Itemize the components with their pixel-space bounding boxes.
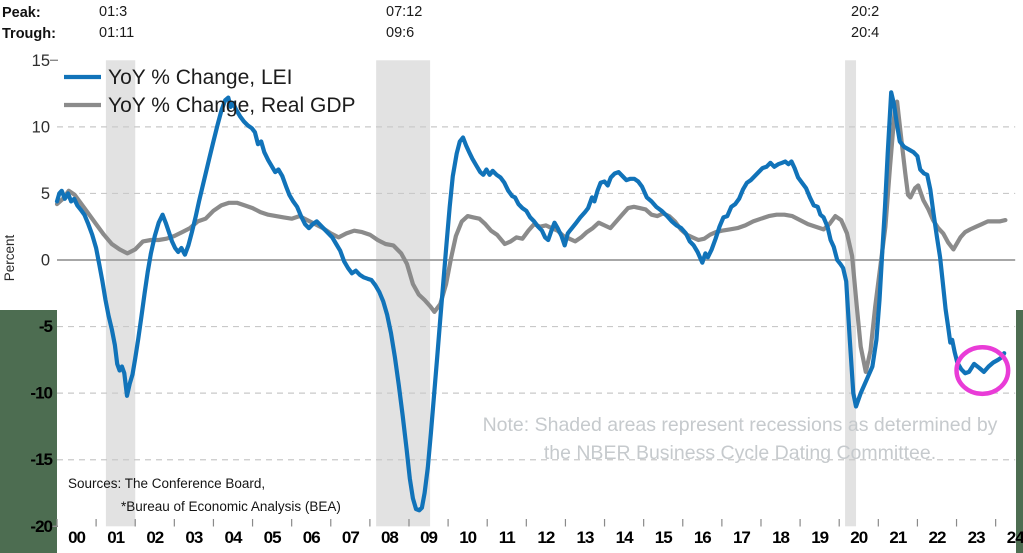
recession2-trough-date: 09:6 [386,25,414,41]
recession-band [105,60,136,527]
x-tick-label-06: 06 [303,528,320,547]
x-tick-label-08: 08 [381,528,398,547]
trough-label: Trough: [2,26,56,42]
x-tick-label-16: 16 [694,528,711,547]
y-tick-label-15: 15 [32,52,50,70]
y-tick-label-10: 10 [32,118,50,136]
recession-band [376,60,431,527]
y-tick-label--10: -10 [30,384,52,403]
recession3-peak-date: 20:2 [851,4,879,20]
note-text-line1: Note: Shaded areas represent recessions … [483,414,998,436]
x-tick-label-15: 15 [655,528,672,547]
x-tick-label-20: 20 [850,528,867,547]
x-tick-label-04: 04 [225,528,243,547]
highlight-ellipse [954,344,1011,397]
lei-series-line [54,90,1007,513]
y-axis-title: Percent [2,234,17,281]
y-tick-label-5: 5 [41,185,50,203]
recession-bands [105,60,857,527]
green-backdrop-right [1016,310,1023,553]
y-tick-label--5: -5 [39,317,53,336]
recession2-peak-date: 07:12 [386,4,422,20]
x-tick-label-02: 02 [146,528,163,547]
legend-lei-label: YoY % Change, LEI [108,66,292,89]
axis-ticks [50,59,997,527]
x-tick-label-12: 12 [537,528,554,547]
recession3-trough-date: 20:4 [851,25,879,41]
x-tick-label-17: 17 [733,528,750,547]
note-text-line2: the NBER Business Cycle Dating Committee… [544,442,936,464]
x-tick-label-24: 24 [1007,528,1023,547]
green-backdrop-left [0,310,57,553]
x-tick-label-09: 09 [420,528,437,547]
data-series-lines [54,90,1008,513]
x-tick-label-03: 03 [185,528,202,547]
highlight-circle [954,344,1011,397]
recession1-peak-date: 01:3 [99,4,127,20]
peak-trough-header: Peak: Trough: 01:3 01:11 07:12 09:6 20:2… [2,4,879,42]
x-tick-label-19: 19 [811,528,828,547]
x-tick-label-05: 05 [264,528,281,547]
legend: YoY % Change, LEI YoY % Change, Real GDP [64,66,356,117]
x-tick-label-07: 07 [342,528,359,547]
x-tick-label-01: 01 [107,528,124,547]
x-tick-label-13: 13 [577,528,594,547]
recession-band [845,60,857,527]
sources-line2: *Bureau of Economic Analysis (BEA) [121,499,341,514]
y-tick-label--15: -15 [30,450,52,469]
x-tick-label-11: 11 [499,528,516,547]
x-tick-label-18: 18 [772,528,789,547]
recession1-trough-date: 01:11 [99,25,134,41]
x-axis-labels: 00 01 02 03 04 05 06 07 08 09 10 11 12 13 14 15 16 17 18 19… [68,528,1023,547]
x-tick-label-22: 22 [929,528,946,547]
y-tick-label-0: 0 [41,252,50,270]
x-tick-label-00: 00 [68,528,85,547]
legend-gdp-label: YoY % Change, Real GDP [108,94,356,117]
x-tick-label-23: 23 [968,528,985,547]
sources-line1: Sources: The Conference Board, [68,476,265,491]
x-tick-label-14: 14 [616,528,634,547]
y-axis-labels: 15 10 5 0 -5 -10 -15 -20 [30,52,53,536]
x-tick-label-21: 21 [889,528,906,547]
y-tick-label--20: -20 [30,517,52,536]
x-tick-label-10: 10 [459,528,476,547]
peak-label: Peak: [2,5,41,21]
